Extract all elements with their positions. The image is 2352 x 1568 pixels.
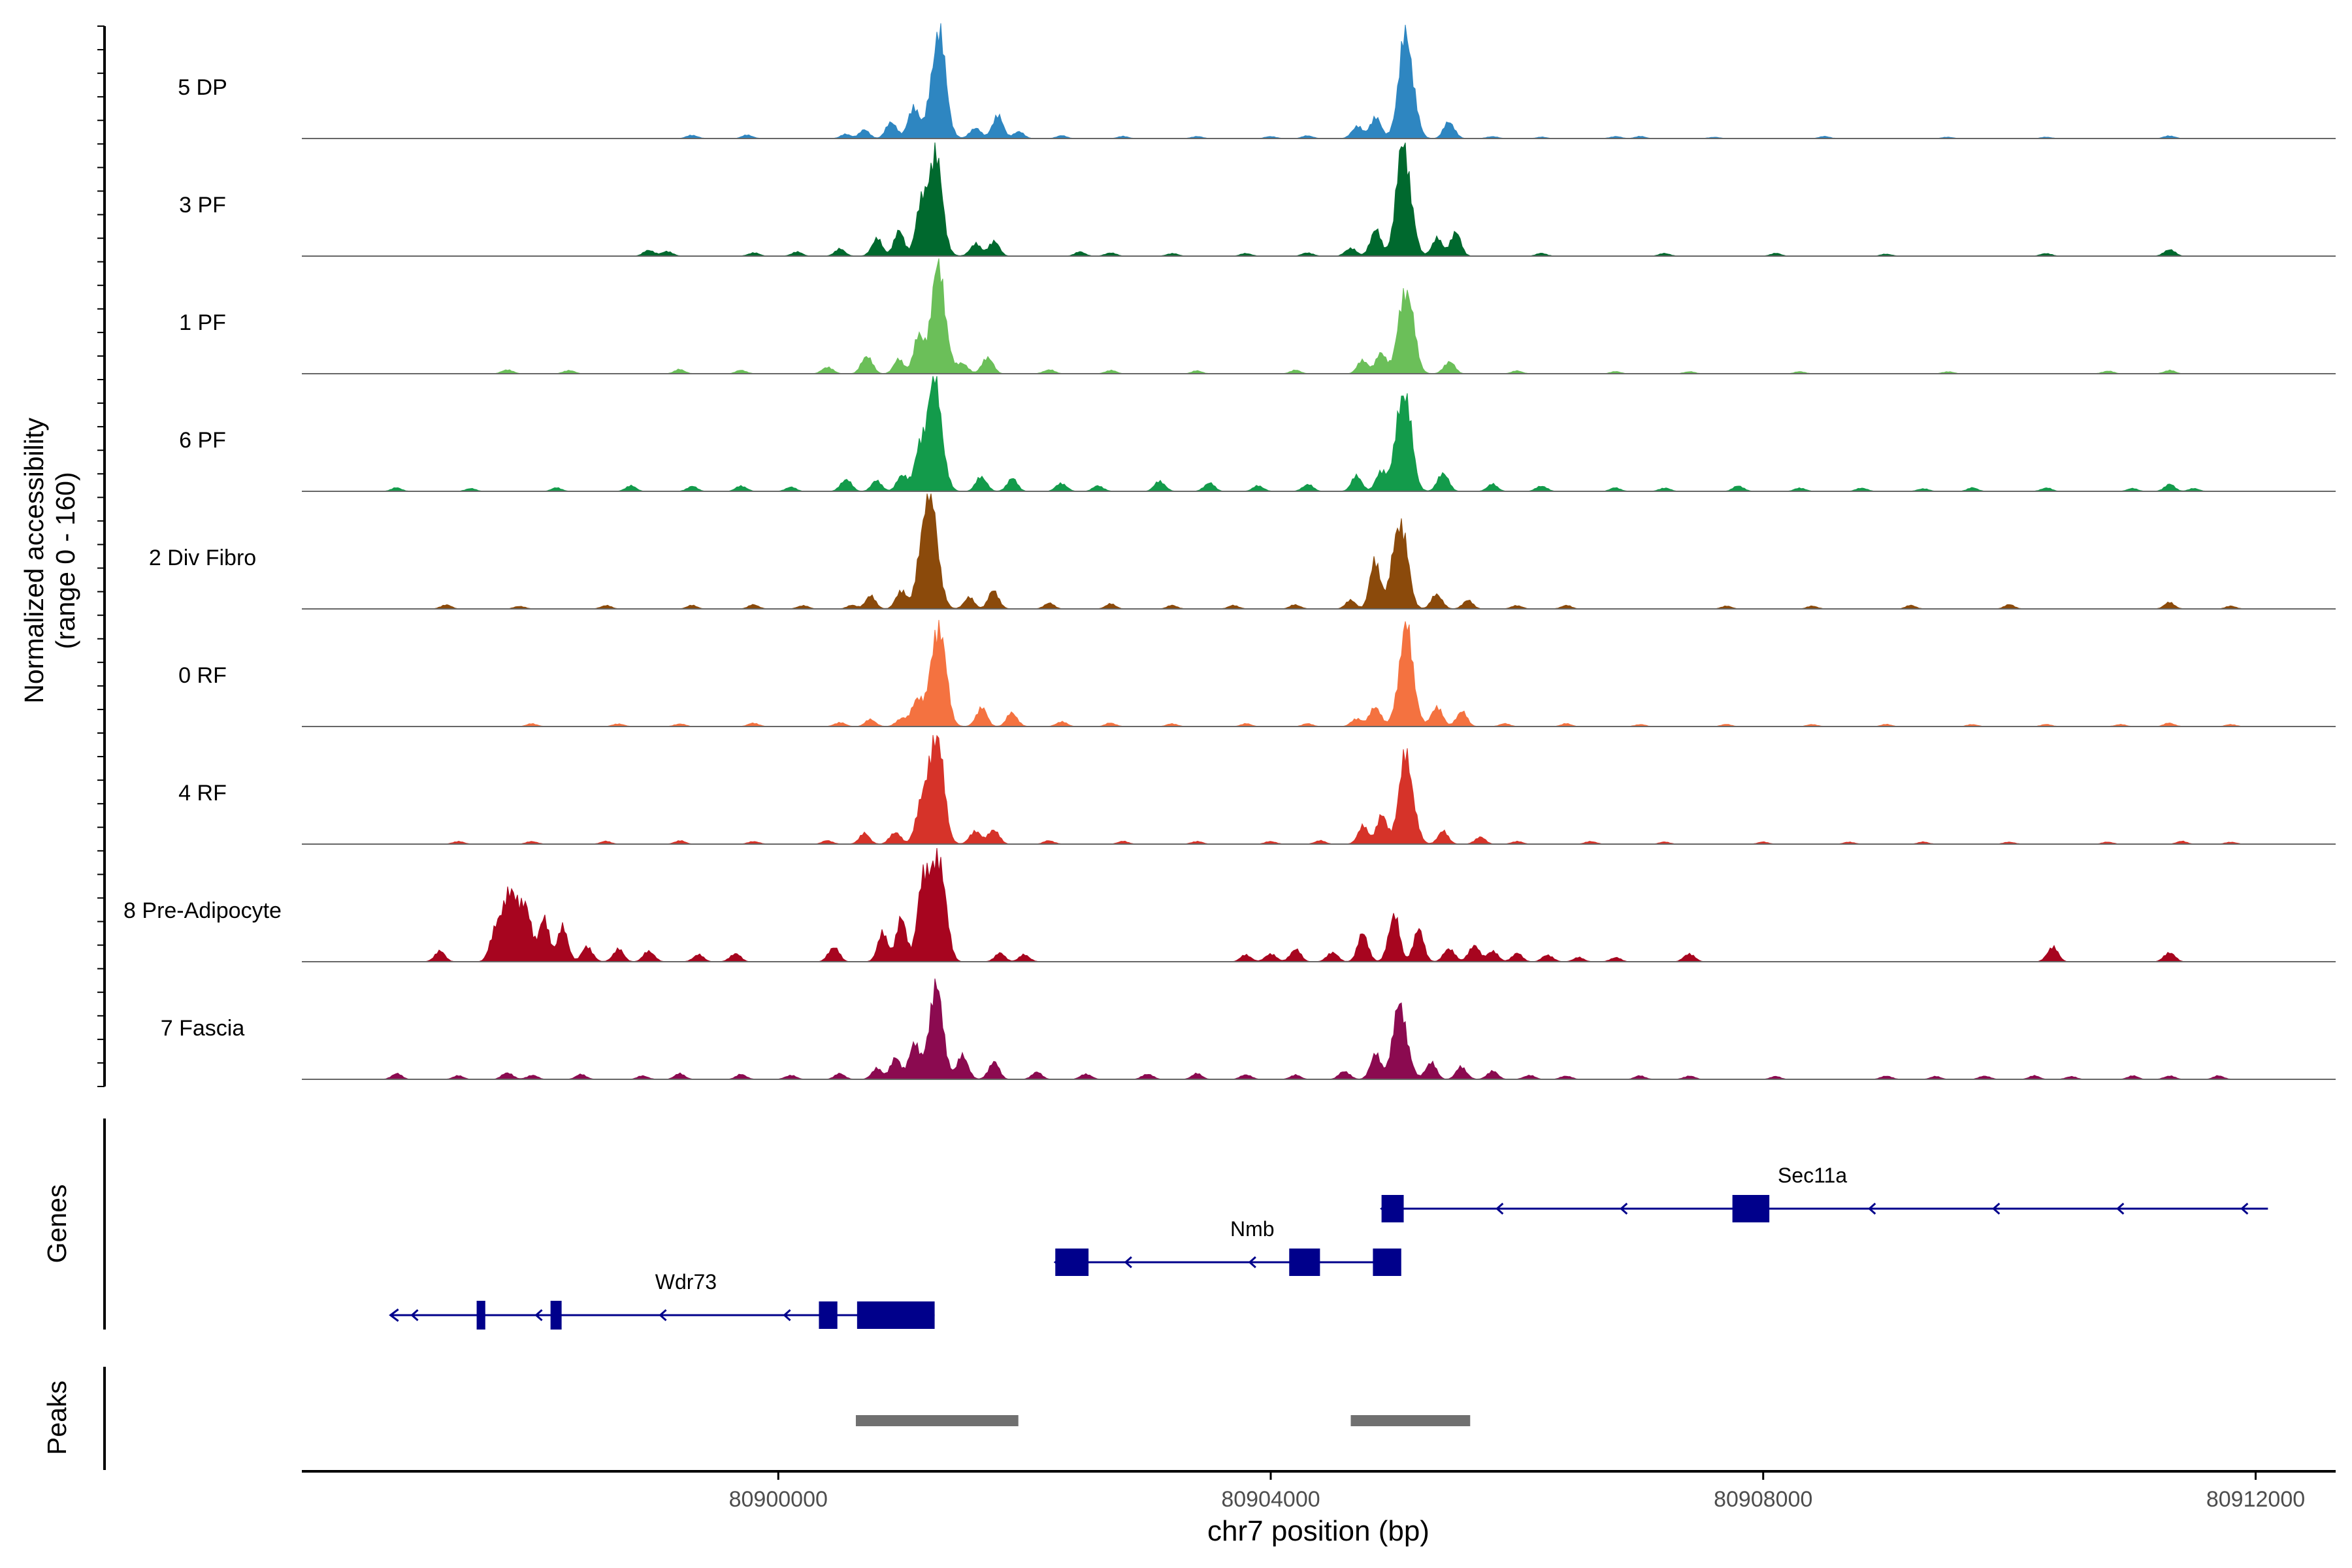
coverage-y-axis <box>97 25 106 1087</box>
track-label: 3 PF <box>179 193 226 218</box>
strand-arrow <box>2116 1202 2125 1215</box>
strand-arrow <box>534 1309 543 1322</box>
track-8-pre-adipocyte: 8 Pre-Adipocyte <box>123 847 2336 962</box>
peak-region <box>1350 1415 1471 1426</box>
coverage-y-axis-range: (range 0 - 160) <box>50 472 80 649</box>
gene-label: Sec11a <box>1778 1164 1847 1187</box>
strand-arrow <box>1868 1202 1876 1215</box>
exon <box>1289 1249 1320 1276</box>
track-label: 6 PF <box>179 428 226 453</box>
track-3-pf: 3 PF <box>179 142 2336 257</box>
exon <box>1732 1195 1770 1222</box>
exon <box>1055 1249 1089 1276</box>
strand-arrow <box>2240 1202 2249 1215</box>
strand-arrow <box>1248 1256 1256 1269</box>
x-tick-label: 80900000 <box>729 1487 828 1512</box>
gene-label: Nmb <box>1230 1217 1275 1241</box>
strand-arrow <box>410 1309 419 1322</box>
track-4-rf: 4 RF <box>178 734 2336 845</box>
gene-sec11a: Sec11a <box>1380 1164 2268 1222</box>
peak-region <box>855 1415 1019 1426</box>
track-label: 0 RF <box>178 663 227 688</box>
strand-arrow <box>1992 1202 2001 1215</box>
exon <box>819 1301 838 1329</box>
strand-arrow <box>783 1309 791 1322</box>
track-label: 8 Pre-Adipocyte <box>123 898 282 923</box>
gene-nmb: Nmb <box>1053 1217 1401 1276</box>
track-5-dp: 5 DP <box>178 23 2336 139</box>
peaks-track-label: Peaks <box>42 1380 72 1455</box>
track-0-rf: 0 RF <box>178 619 2336 727</box>
strand-arrow <box>389 1308 399 1322</box>
coverage-y-axis-title: Normalized accessibility <box>19 417 49 704</box>
exon <box>476 1301 485 1330</box>
coverage-area <box>302 23 2336 139</box>
coverage-area <box>302 258 2336 374</box>
gene-wdr73: Wdr73 <box>389 1270 935 1330</box>
track-label: 5 DP <box>178 75 227 100</box>
coverage-area <box>302 376 2336 492</box>
x-tick-label: 80908000 <box>1714 1487 1812 1512</box>
track-label: 7 Fascia <box>161 1016 245 1041</box>
coverage-area <box>302 978 2336 1080</box>
coverage-area <box>302 847 2336 962</box>
track-2-div-fibro: 2 Div Fibro <box>149 493 2336 610</box>
exon <box>1373 1249 1401 1276</box>
gene-label: Wdr73 <box>655 1270 717 1294</box>
strand-arrow <box>1124 1256 1132 1269</box>
exon <box>857 1301 935 1329</box>
x-tick-label: 80912000 <box>2206 1487 2305 1512</box>
gene-annotation-track: Sec11a Nmb Wdr73 <box>389 1164 2268 1330</box>
strand-arrow <box>1620 1202 1628 1215</box>
x-axis-title: chr7 position (bp) <box>1207 1515 1429 1547</box>
track-1-pf: 1 PF <box>179 258 2336 374</box>
track-label: 4 RF <box>178 781 227 806</box>
coverage-area <box>302 142 2336 257</box>
track-6-pf: 6 PF <box>179 376 2336 492</box>
coverage-tracks: 5 DP 3 PF 1 PF 6 PF 2 Div Fibro 0 RF 4 RF 8 Pre… <box>123 23 2336 1080</box>
peaks-track <box>855 1415 1471 1426</box>
coverage-area <box>302 619 2336 727</box>
exon <box>1381 1195 1404 1222</box>
genes-track-label: Genes <box>42 1184 72 1264</box>
coverage-area <box>302 493 2336 610</box>
strand-arrow <box>659 1309 667 1322</box>
track-label: 1 PF <box>179 310 226 335</box>
x-tick-label: 80904000 <box>1221 1487 1320 1512</box>
x-axis-ticks: 80900000 80904000 80908000 80912000 <box>729 1471 2305 1512</box>
track-label: 2 Div Fibro <box>149 546 256 570</box>
strand-arrow <box>1495 1202 1504 1215</box>
track-7-fascia: 7 Fascia <box>161 978 2336 1080</box>
exon <box>550 1301 562 1330</box>
coverage-area <box>302 734 2336 845</box>
